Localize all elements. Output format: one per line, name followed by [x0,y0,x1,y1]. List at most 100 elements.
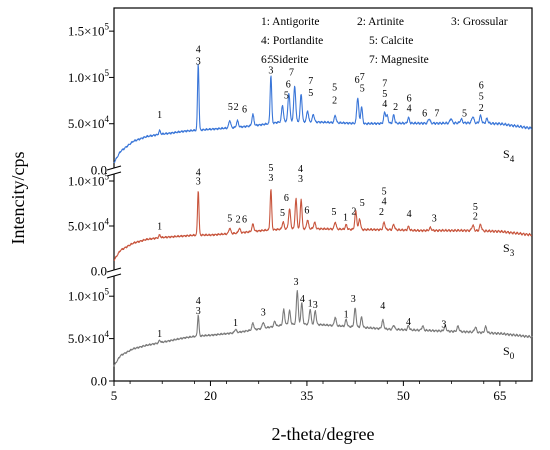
peak-label: 3 [196,306,201,317]
y-tick-label: 1.0×105 [68,68,110,85]
peak-label: 5 [473,202,478,213]
peak-label: 6 [479,81,484,92]
peak-label: 6 [284,193,289,204]
peak-label: 4 [298,164,303,175]
y-axis-title: Intencity/cps [8,152,28,245]
legend-entry-antigorite: 1: Antigorite [261,16,319,28]
peak-label: 5 [331,207,336,218]
peak-label: 3 [298,174,303,185]
peak-label: 1 [157,110,162,121]
peak-label: 4 [382,99,387,110]
y-tick-label: 0.0 [91,163,107,178]
peak-label: 2 [473,212,478,223]
peak-label: 1 [343,213,348,224]
peak-label: 7 [382,79,387,90]
peak-label: 4 [196,44,201,55]
axis-break-mark [106,165,122,171]
y-tick-label: 5.0×104 [68,329,110,346]
peak-label: 6 [242,105,247,116]
y-tick-label: 1.5×105 [68,22,110,39]
x-tick-label: 50 [397,388,410,403]
peak-label: 3 [441,320,446,331]
peak-label: 2 [479,103,484,114]
series-label-s4: S4 [503,147,515,164]
peak-label: 2 [393,102,398,113]
peak-label: 2 [379,207,384,218]
x-tick-label: 5 [111,388,118,403]
axis-break-mark [106,273,122,279]
peak-label: 6 [286,80,291,91]
peak-label: 5 [462,108,467,119]
y-tick-label: 0.0 [91,374,107,389]
series-line-s4 [113,63,533,164]
peak-label: 5 [227,214,232,225]
legend: 1: Antigorite 2: Artinite 3: Grossular 4… [261,16,508,66]
axis-break-mark [106,267,122,273]
peak-label: 7 [308,76,313,87]
peak-label: 4 [382,196,387,207]
legend-entry-calcite: 5: Calcite [369,35,413,47]
series-label-s0: S0 [503,344,515,361]
x-tick-label: 65 [493,388,506,403]
x-tick-label: 20 [204,388,217,403]
peak-label: 5 [228,102,233,113]
peak-label: 7 [289,68,294,79]
series-line-s3 [113,189,533,262]
peak-label: 3 [268,66,273,77]
axis-break-gap [107,270,121,276]
series-lines [113,63,533,367]
peak-label: 6 [242,214,247,225]
peak-label: 3 [313,300,318,311]
peak-label: 3 [261,308,266,319]
y-tick-label: 1.0×105 [68,287,110,304]
axis-break-mark [106,171,122,177]
peak-label: 4 [196,168,201,179]
peak-label: 5 [382,187,387,198]
peak-label: 2 [236,214,241,225]
peak-label: 3 [268,173,273,184]
axes: 5 20 35 50 650.05.0×1041.0×1051.5×1050.05.0×… [68,22,517,403]
y-tick-label: 0.0 [91,264,107,279]
peak-label: 5 [479,92,484,103]
peak-label: 5 [268,55,273,66]
peak-label: 6 [407,93,412,104]
y-tick-label: 1.0×105 [68,172,110,189]
series-line-s0 [113,289,533,367]
peak-label: 5 [332,82,337,93]
axis-break-gap [107,168,121,174]
legend-entry-artinite: 2: Artinite [357,16,404,28]
x-axis-title: 2-theta/degree [272,424,375,444]
peak-label: 2 [234,102,239,113]
peak-label: 3 [351,294,356,305]
series-label-s3: S3 [503,241,515,258]
peak-label: 4 [407,104,412,115]
peak-label: 5 [280,208,285,219]
peak-label: 5 [308,88,313,99]
peak-label: 5 [268,163,273,174]
peak-label: 5 [284,91,289,102]
peak-label: 4 [407,209,412,220]
x-tick-label: 35 [300,388,313,403]
peak-label: 5 [360,198,365,209]
peak-label: 1 [308,298,313,309]
peak-label: 6 [304,205,309,216]
peak-label: 3 [196,177,201,188]
peak-label: 3 [432,214,437,225]
peak-label: 2 [351,206,356,217]
legend-entry-portlandite: 4: Portlandite [261,35,323,47]
peak-label: 5 [382,89,387,100]
peak-label: 4 [300,294,305,305]
peak-label: 6 [422,108,427,119]
peak-label: 4 [196,296,201,307]
peak-label: 1 [157,222,162,233]
peak-label: 4 [406,317,411,328]
legend-entry-magnesite: 7: Magnesite [369,54,429,66]
peak-label: 1 [344,309,349,320]
peak-label: 5 [360,83,365,94]
peak-label: 1 [233,318,238,329]
peak-label: 3 [196,56,201,67]
peak-label: 3 [293,277,298,288]
peak-label: 6 [355,75,360,86]
